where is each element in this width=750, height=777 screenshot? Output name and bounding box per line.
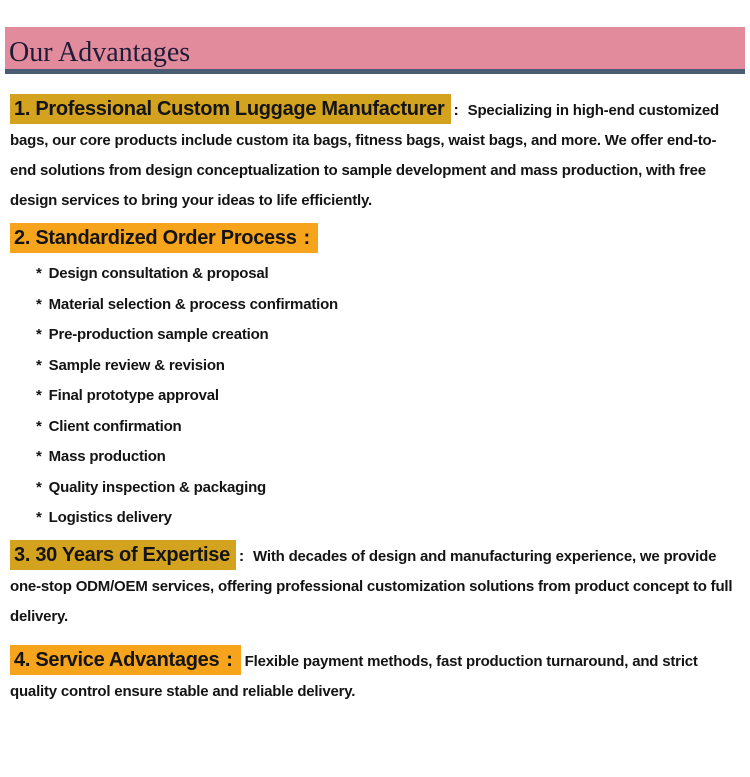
asterisk-bullet: * [36, 387, 42, 404]
advantage-3-colon: : [238, 547, 245, 565]
advantage-1-colon: : [453, 102, 459, 119]
step-label: Design consultation & proposal [48, 265, 269, 282]
advantage-1-heading-highlight: 1. Professional Custom Luggage Manufactu… [10, 94, 451, 124]
page-title: Our Advantages [9, 37, 191, 68]
advantage-section-4: 4. Service Advantages: Flexible payment … [10, 644, 742, 707]
advantage-4-colon: : [226, 648, 233, 671]
asterisk-bullet: * [36, 295, 42, 313]
order-process-step-5: * Final prototype approval [36, 381, 742, 412]
step-label: Pre-production sample creation [48, 326, 269, 343]
page-header: Our Advantages [5, 27, 745, 74]
order-process-step-3: * Pre-production sample creation [36, 320, 742, 351]
advantage-section-1: 1. Professional Custom Luggage Manufactu… [10, 94, 742, 216]
asterisk-bullet: * [36, 326, 42, 343]
advantage-3-description: With decades of design and manufacturing… [10, 547, 733, 625]
order-process-list: * Design consultation & proposal * Materia… [8, 259, 742, 534]
advantage-2-colon: : [303, 227, 311, 249]
order-process-step-2: * Material selection & process confirmati… [36, 290, 742, 321]
advantage-2-heading: 2. Standardized Order Process [14, 227, 297, 249]
step-label: Logistics delivery [48, 509, 172, 526]
asterisk-bullet: * [36, 356, 42, 374]
advantage-4-heading: 4. Service Advantages [14, 648, 220, 671]
advantage-4-heading-highlight: 4. Service Advantages: [10, 644, 241, 675]
advantage-2-heading-highlight: 2. Standardized Order Process: [10, 223, 318, 253]
order-process-step-1: * Design consultation & proposal [36, 259, 742, 290]
order-process-step-7: * Mass production [36, 442, 742, 473]
order-process-step-4: * Sample review & revision [36, 351, 742, 382]
step-label: Quality inspection & packaging [48, 478, 267, 496]
asterisk-bullet: * [36, 448, 42, 465]
asterisk-bullet: * [36, 417, 42, 435]
advantage-4-description: Flexible payment methods, fast productio… [10, 652, 698, 700]
asterisk-bullet: * [36, 509, 42, 526]
asterisk-bullet: * [36, 478, 42, 496]
order-process-step-9: * Logistics delivery [36, 503, 742, 534]
asterisk-bullet: * [36, 265, 42, 282]
advantages-content: 1. Professional Custom Luggage Manufactu… [0, 94, 750, 707]
step-label: Final prototype approval [48, 387, 219, 404]
advantage-section-2: 2. Standardized Order Process: [10, 223, 742, 255]
advantage-3-heading-highlight: 3. 30 Years of Expertise [10, 539, 236, 570]
step-label: Mass production [48, 448, 166, 465]
advantage-1-description: Specializing in high-end customized bags… [10, 102, 720, 209]
step-label: Material selection & process confirmatio… [48, 295, 339, 313]
order-process-step-6: * Client confirmation [36, 412, 742, 443]
step-label: Client confirmation [48, 417, 182, 435]
advantage-section-3: 3. 30 Years of Expertise: With decades of… [10, 539, 742, 632]
step-label: Sample review & revision [48, 356, 225, 374]
order-process-step-8: * Quality inspection & packaging [36, 473, 742, 504]
